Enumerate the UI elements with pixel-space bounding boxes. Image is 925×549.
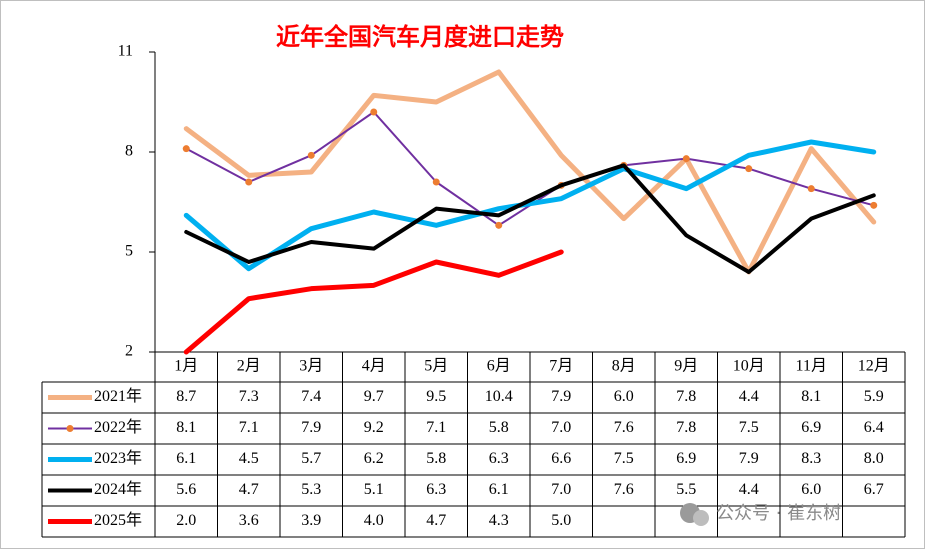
table-cell: 7.9 <box>301 419 321 436</box>
table-cell: 5.9 <box>864 388 884 405</box>
table-cell: 6.0 <box>614 388 634 405</box>
table-cell: 8.1 <box>176 419 196 436</box>
legend-label: 2025年 <box>94 511 142 529</box>
series-line <box>183 69 877 275</box>
x-tick-label: 1月 <box>174 358 198 375</box>
watermark: 公众号 · 崔东树 <box>680 503 841 526</box>
table-cell: 7.5 <box>739 419 759 436</box>
table-cell: 7.5 <box>614 450 634 467</box>
legend-label: 2021年 <box>94 387 142 405</box>
legend-marker <box>66 425 74 432</box>
table-cell: 7.3 <box>239 388 259 405</box>
table-cell: 6.9 <box>801 419 821 436</box>
table-cell: 4.4 <box>739 388 759 405</box>
y-tick-label: 8 <box>125 143 133 160</box>
table-cell: 5.6 <box>176 481 196 498</box>
table-cell: 5.3 <box>301 481 321 498</box>
table-cell: 7.0 <box>551 481 571 498</box>
x-tick-label: 2月 <box>237 358 261 375</box>
x-tick-label: 3月 <box>299 358 323 375</box>
series-marker <box>495 221 503 229</box>
series-line <box>184 163 876 274</box>
series-marker <box>432 178 440 186</box>
table-cell: 7.8 <box>676 388 696 405</box>
table-cell: 5.8 <box>426 450 446 467</box>
series-marker <box>745 165 753 173</box>
table-cell: 7.8 <box>676 419 696 436</box>
watermark-icon <box>693 510 709 526</box>
table-cell: 6.0 <box>801 481 821 498</box>
legend-label: 2022年 <box>94 418 142 436</box>
table-cell: 4.0 <box>364 512 384 529</box>
table-cell: 7.1 <box>426 419 446 436</box>
x-tick-label: 9月 <box>674 358 698 375</box>
y-tick-label: 2 <box>125 343 133 360</box>
series-line <box>183 139 877 272</box>
table-cell: 3.9 <box>301 512 321 529</box>
table-cell: 6.9 <box>676 450 696 467</box>
table-cell: 4.5 <box>239 450 259 467</box>
legend-label: 2023年 <box>94 449 142 467</box>
x-tick-label: 11月 <box>796 358 827 375</box>
table-cell: 6.3 <box>489 450 509 467</box>
table-cell: 7.9 <box>551 388 571 405</box>
table-cell: 7.0 <box>551 419 571 436</box>
series-marker <box>870 201 878 209</box>
series-marker <box>182 145 190 153</box>
table-cell: 6.4 <box>864 419 884 436</box>
table-cell: 6.7 <box>864 481 884 498</box>
table-cell: 10.4 <box>485 388 513 405</box>
x-tick-label: 8月 <box>612 358 636 375</box>
table-cell: 4.7 <box>426 512 446 529</box>
table-cell: 6.3 <box>426 481 446 498</box>
table-cell: 6.2 <box>364 450 384 467</box>
table-cell: 5.5 <box>676 481 696 498</box>
series-marker <box>807 185 815 193</box>
table-cell: 6.1 <box>176 450 196 467</box>
series-line <box>183 249 564 355</box>
table-cell: 4.4 <box>739 481 759 498</box>
x-tick-label: 5月 <box>424 358 448 375</box>
x-tick-label: 6月 <box>487 358 511 375</box>
table-cell: 6.6 <box>551 450 571 467</box>
table-cell: 5.8 <box>489 419 509 436</box>
table-cell: 3.6 <box>239 512 259 529</box>
table-cell: 5.0 <box>551 512 571 529</box>
legend-label: 2024年 <box>94 480 142 498</box>
table-cell: 8.0 <box>864 450 884 467</box>
table-cell: 7.9 <box>739 450 759 467</box>
table-cell: 6.1 <box>489 481 509 498</box>
x-tick-label: 4月 <box>362 358 386 375</box>
x-tick-label: 10月 <box>733 358 765 375</box>
table-cell: 7.6 <box>614 419 634 436</box>
x-tick-label: 7月 <box>549 358 573 375</box>
table-cell: 9.5 <box>426 388 446 405</box>
table-cell: 8.3 <box>801 450 821 467</box>
table-cell: 7.6 <box>614 481 634 498</box>
y-tick-label: 5 <box>125 243 133 260</box>
table-cell: 2.0 <box>176 512 196 529</box>
series-marker <box>370 108 378 116</box>
table-cell: 9.7 <box>364 388 384 405</box>
table-cell: 5.7 <box>301 450 321 467</box>
table-cell: 5.1 <box>364 481 384 498</box>
chart-title: 近年全国汽车月度进口走势 <box>276 23 564 51</box>
table-cell: 8.1 <box>801 388 821 405</box>
watermark-text: 公众号 · 崔东树 <box>716 503 841 524</box>
series-marker <box>307 151 315 159</box>
series-marker <box>245 178 253 186</box>
x-tick-label: 12月 <box>858 358 890 375</box>
table-cell: 7.1 <box>239 419 259 436</box>
table-cell: 4.3 <box>489 512 509 529</box>
table-cell: 7.4 <box>301 388 321 405</box>
table-cell: 9.2 <box>364 419 384 436</box>
table-cell: 4.7 <box>239 481 259 498</box>
series-marker <box>682 155 690 163</box>
table-cell: 8.7 <box>176 388 196 405</box>
y-tick-label: 11 <box>118 43 133 60</box>
